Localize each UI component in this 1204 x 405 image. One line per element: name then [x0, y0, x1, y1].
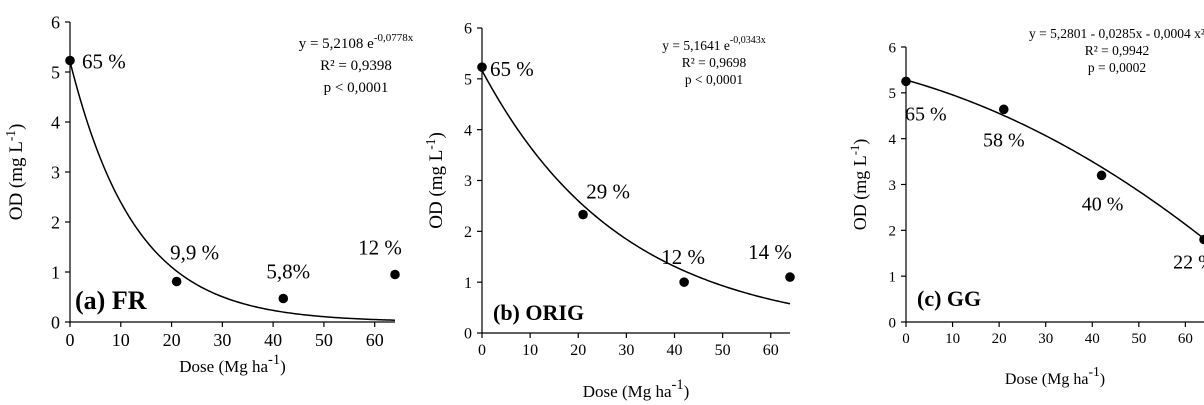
- y-tick-label: 4: [51, 112, 60, 132]
- data-point: [1096, 170, 1107, 181]
- data-point: [477, 62, 487, 72]
- x-tick-label: 0: [66, 330, 75, 350]
- x-tick-label: 60: [763, 342, 779, 359]
- data-point: [390, 269, 400, 280]
- p-value: p < 0,0001: [324, 80, 389, 96]
- x-tick-label: 30: [213, 330, 231, 350]
- y-tick-label: 3: [464, 173, 472, 190]
- panel-label: (a) FR: [75, 286, 147, 315]
- x-tick-label: 10: [522, 342, 538, 359]
- p-value: p = 0,0002: [1088, 60, 1146, 75]
- x-tick-label: 40: [264, 330, 282, 350]
- data-point: [278, 293, 289, 304]
- x-tick-label: 0: [902, 331, 910, 347]
- y-tick-label: 6: [464, 21, 472, 38]
- y-tick-label: 4: [464, 122, 472, 139]
- y-tick-label: 0: [464, 326, 472, 343]
- panel-label: (b) ORIG: [493, 300, 584, 325]
- x-tick-label: 40: [667, 342, 683, 359]
- data-point: [65, 55, 75, 66]
- point-label: 12 %: [358, 236, 402, 260]
- x-tick-label: 20: [163, 330, 181, 350]
- y-tick-label: 5: [889, 86, 897, 102]
- y-tick-label: 1: [51, 262, 60, 282]
- fit-curve: [69, 61, 396, 321]
- y-tick-label: 5: [51, 62, 60, 82]
- y-tick-label: 5: [464, 71, 472, 88]
- panel-label: (c) GG: [917, 286, 981, 311]
- data-point: [901, 76, 911, 87]
- fit-equation: y = 5,2801 - 0,0285x - 0,0004 x²: [1029, 26, 1204, 41]
- y-tick-label: 0: [889, 315, 897, 331]
- x-axis-label: Dose (Mg ha-1): [583, 377, 689, 401]
- y-tick-label: 1: [464, 275, 472, 292]
- data-point: [679, 277, 689, 287]
- r-squared: R² = 0,9698: [682, 55, 747, 70]
- y-tick-label: 1: [889, 269, 897, 285]
- point-label: 9,9 %: [170, 241, 219, 265]
- point-label: 5,8%: [266, 260, 310, 284]
- y-axis-label: OD (mg L-1): [3, 124, 27, 221]
- r-squared: R² = 0,9942: [1085, 43, 1150, 58]
- point-label: 14 %: [748, 240, 792, 264]
- x-tick-label: 50: [1131, 331, 1146, 347]
- x-tick-label: 20: [570, 342, 586, 359]
- data-point: [785, 272, 795, 282]
- x-tick-label: 60: [1178, 331, 1193, 347]
- data-point: [998, 104, 1009, 115]
- y-tick-label: 6: [51, 12, 60, 32]
- x-tick-label: 30: [618, 342, 634, 359]
- point-label: 65 %: [82, 50, 126, 74]
- y-tick-label: 3: [889, 178, 897, 194]
- point-label: 29 %: [586, 180, 630, 204]
- y-axis-label: OD (mg L-1): [848, 139, 871, 231]
- data-point: [578, 209, 588, 220]
- fit-curve: [905, 79, 1204, 240]
- y-tick-label: 2: [51, 212, 60, 232]
- point-label: 22 %: [1173, 252, 1204, 274]
- y-tick-label: 3: [51, 162, 60, 182]
- y-tick-label: 6: [889, 40, 897, 56]
- point-label: 65 %: [905, 103, 947, 125]
- p-value: p < 0,0001: [685, 72, 743, 87]
- x-tick-label: 0: [478, 342, 486, 359]
- r-squared: R² = 0,9398: [320, 58, 392, 74]
- point-label: 58 %: [983, 129, 1025, 151]
- x-tick-label: 50: [715, 342, 731, 359]
- point-label: 40 %: [1082, 193, 1124, 215]
- y-tick-label: 2: [464, 224, 472, 241]
- y-tick-label: 4: [889, 132, 897, 148]
- data-point: [171, 276, 182, 287]
- point-label: 12 %: [661, 245, 705, 269]
- y-axis-label: OD (mg L-1): [423, 132, 447, 229]
- x-tick-label: 30: [1038, 331, 1053, 347]
- x-axis-label: Dose (Mg ha-1): [1005, 364, 1105, 388]
- y-tick-label: 2: [889, 224, 897, 240]
- x-tick-label: 10: [945, 331, 960, 347]
- x-tick-label: 40: [1085, 331, 1100, 347]
- x-tick-label: 50: [315, 330, 333, 350]
- fit-equation: y = 5,2108 e-0,0778x: [299, 32, 414, 52]
- point-label: 65 %: [490, 57, 534, 81]
- data-point: [1199, 234, 1204, 245]
- x-tick-label: 60: [366, 330, 384, 350]
- y-tick-label: 0: [51, 312, 60, 332]
- fit-curve: [481, 70, 791, 305]
- x-axis-label: Dose (Mg ha-1): [179, 352, 285, 376]
- fit-equation: y = 5,1641 e-0,0343x: [662, 35, 765, 53]
- x-tick-label: 10: [112, 330, 130, 350]
- x-tick-label: 20: [992, 331, 1007, 347]
